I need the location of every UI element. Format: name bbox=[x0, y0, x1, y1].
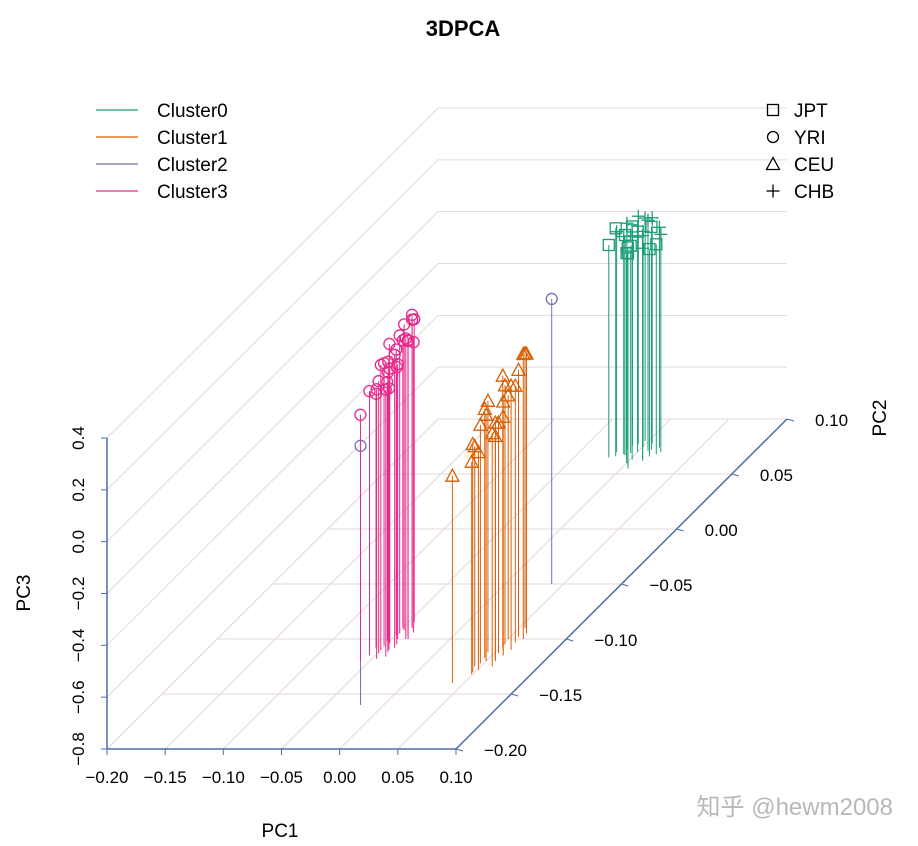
grid-line-z-side bbox=[106, 159, 439, 491]
tick-labels: −0.20 −0.15 −0.10 −0.05 0.00 0.05 0.10 −0.20 −0.… bbox=[69, 411, 848, 787]
y-tick-label: −0.20 bbox=[484, 741, 527, 760]
legend-label-cluster2: Cluster2 bbox=[157, 155, 228, 176]
y-axis-label: PC2 bbox=[870, 400, 891, 437]
grid-line-z-side bbox=[106, 263, 439, 594]
point-plus bbox=[641, 213, 655, 227]
point-circle bbox=[370, 383, 383, 396]
y-tick-label: −0.10 bbox=[594, 631, 637, 650]
point-circle bbox=[390, 361, 403, 374]
point-triangle bbox=[465, 436, 481, 451]
point-triangle bbox=[444, 467, 460, 482]
point-circle bbox=[545, 292, 558, 306]
point-triangle bbox=[765, 156, 781, 171]
point-square bbox=[766, 103, 780, 117]
point-triangle bbox=[515, 346, 531, 361]
point-circle bbox=[354, 408, 367, 421]
x-axis-label: PC1 bbox=[262, 821, 299, 842]
y-tick-label: 0.10 bbox=[815, 411, 848, 430]
legend-label-cluster1: Cluster1 bbox=[157, 128, 228, 149]
z-tick-label: −0.2 bbox=[69, 577, 88, 611]
point-circle bbox=[383, 362, 396, 375]
y-tick-mark bbox=[566, 638, 574, 642]
point-circle bbox=[401, 334, 415, 348]
point-plus bbox=[610, 225, 624, 239]
y-tick-label: −0.15 bbox=[539, 686, 582, 705]
point-circle bbox=[381, 375, 394, 389]
point-plus bbox=[638, 211, 652, 225]
grid-line-z-side bbox=[106, 211, 439, 543]
watermark: 知乎 @hewm2008 bbox=[697, 794, 893, 821]
series-cluster1 bbox=[444, 345, 535, 683]
legend-label-ceu: CEU bbox=[794, 155, 834, 176]
point-square bbox=[650, 238, 663, 251]
x-tick-label: −0.05 bbox=[260, 768, 303, 787]
point-triangle bbox=[477, 401, 493, 416]
chart-title: 3DPCA bbox=[426, 16, 501, 41]
y-tick-mark bbox=[786, 418, 795, 422]
y-tick-mark bbox=[676, 528, 684, 532]
series-cluster0 bbox=[602, 209, 668, 469]
point-triangle bbox=[470, 444, 487, 459]
point-square bbox=[643, 242, 656, 256]
x-tick-label: −0.10 bbox=[202, 768, 245, 787]
y-tick-mark bbox=[621, 583, 629, 587]
point-triangle bbox=[510, 361, 527, 377]
point-circle bbox=[372, 375, 385, 388]
z-tick-label: −0.8 bbox=[69, 732, 88, 766]
z-tick-label: 0.2 bbox=[69, 478, 88, 502]
legend-label-jpt: JPT bbox=[794, 101, 828, 122]
point-triangle bbox=[480, 392, 496, 407]
x-tick-label: 0.00 bbox=[323, 768, 356, 787]
point-square bbox=[621, 247, 635, 260]
point-circle bbox=[363, 384, 376, 398]
point-circle bbox=[382, 355, 395, 368]
axes bbox=[101, 418, 795, 755]
point-triangle bbox=[472, 416, 488, 431]
grid-line-z-side bbox=[106, 366, 439, 698]
point-square bbox=[618, 228, 632, 242]
point-triangle bbox=[500, 387, 516, 402]
point-plus bbox=[652, 220, 666, 234]
x-tick-label: −0.20 bbox=[85, 768, 128, 787]
z-tick-label: 0.4 bbox=[69, 426, 88, 450]
point-plus bbox=[766, 184, 780, 198]
grid-line-z-side bbox=[106, 418, 439, 750]
y-tick-label: 0.05 bbox=[760, 466, 793, 485]
point-circle bbox=[766, 130, 780, 144]
legend-label-cluster0: Cluster0 bbox=[157, 101, 228, 122]
point-square bbox=[602, 238, 615, 252]
z-tick-label: −0.4 bbox=[69, 629, 88, 663]
y-tick-mark bbox=[731, 473, 739, 477]
z-tick-label: 0.0 bbox=[69, 530, 88, 554]
point-circle bbox=[399, 332, 412, 345]
y-tick-label: 0.00 bbox=[705, 521, 738, 540]
point-triangle bbox=[495, 367, 511, 382]
x-tick-label: 0.05 bbox=[381, 768, 414, 787]
point-circle bbox=[406, 313, 419, 326]
grid-line-z-side bbox=[106, 107, 439, 439]
point-triangle bbox=[484, 425, 500, 440]
y-tick-mark bbox=[455, 748, 464, 752]
y-tick-mark bbox=[511, 693, 519, 697]
legend-label-chb: CHB bbox=[794, 182, 834, 203]
legend: Cluster0 Cluster1 Cluster2 Cluster3 JPT YRI CE… bbox=[96, 101, 834, 203]
z-tick-label: −0.6 bbox=[69, 680, 88, 714]
y-tick-label: −0.05 bbox=[650, 576, 693, 595]
point-square bbox=[609, 222, 622, 235]
grid-lines bbox=[106, 107, 788, 750]
legend-label-cluster3: Cluster3 bbox=[157, 182, 228, 203]
point-triangle bbox=[490, 414, 507, 429]
z-axis-label: PC3 bbox=[14, 575, 35, 612]
x-tick-label: 0.10 bbox=[439, 768, 472, 787]
x-tick-label: −0.15 bbox=[144, 768, 187, 787]
point-triangle bbox=[464, 453, 480, 468]
point-square bbox=[626, 220, 639, 233]
data-points bbox=[354, 209, 668, 705]
series-cluster3 bbox=[354, 308, 421, 661]
legend-label-yri: YRI bbox=[794, 128, 826, 149]
point-circle bbox=[379, 383, 392, 396]
point-circle bbox=[390, 343, 403, 356]
